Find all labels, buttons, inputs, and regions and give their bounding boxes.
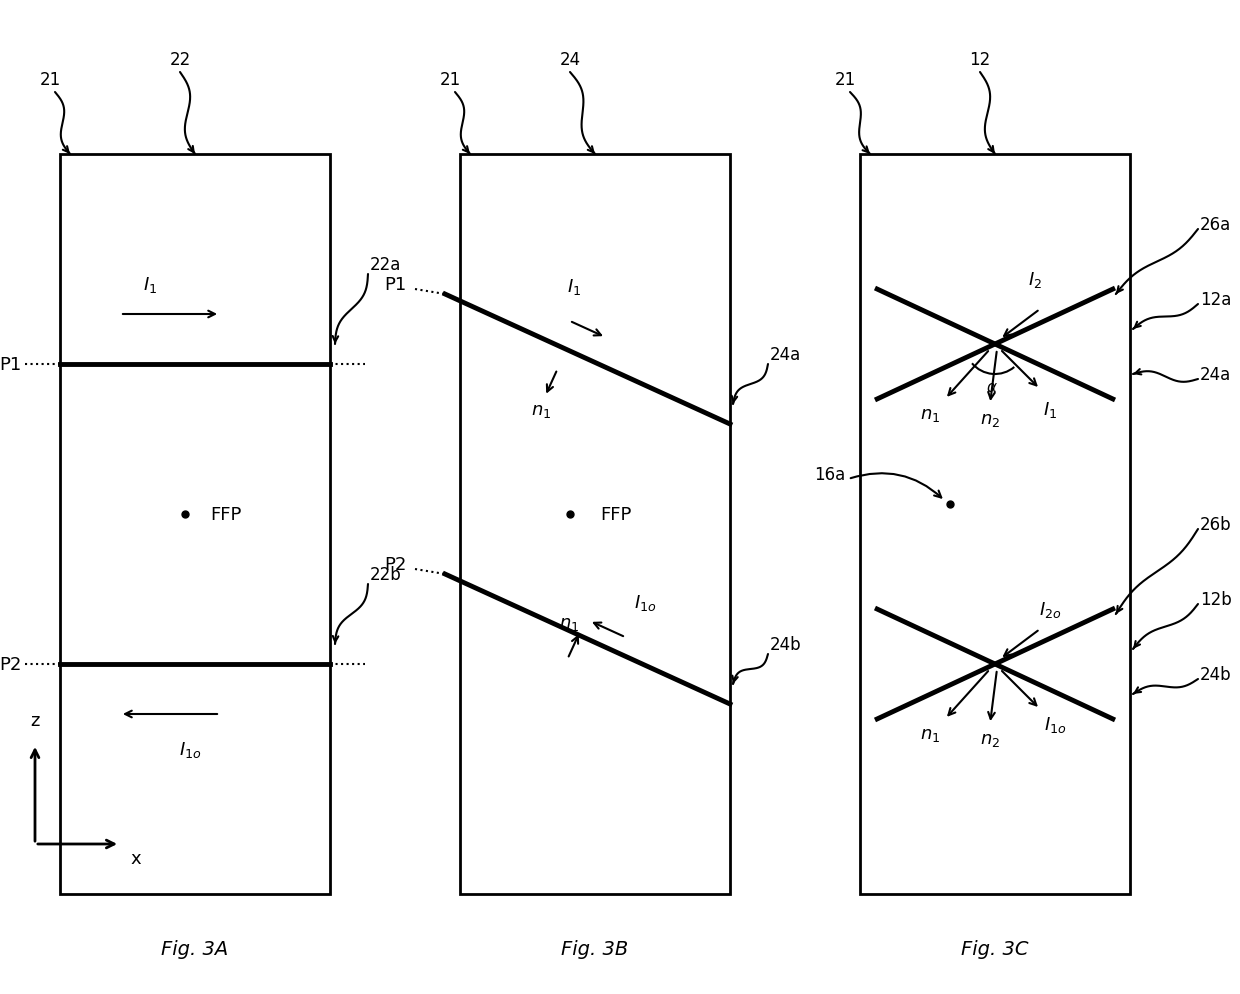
Bar: [60, 155, 330, 894]
Text: $I_1$: $I_1$: [567, 276, 582, 296]
Text: P1: P1: [0, 356, 21, 374]
Text: P2: P2: [0, 655, 21, 673]
Text: z: z: [30, 712, 40, 730]
Text: Fig. 3B: Fig. 3B: [562, 939, 629, 958]
Text: $I_1$: $I_1$: [143, 274, 157, 294]
Text: P1: P1: [384, 275, 407, 293]
Text: 21: 21: [40, 71, 61, 88]
Text: $I_2$: $I_2$: [1028, 269, 1042, 289]
Text: 12: 12: [970, 51, 991, 69]
Text: $I_{1o}$: $I_{1o}$: [179, 740, 201, 759]
Text: 26b: 26b: [1200, 516, 1231, 534]
Text: 12b: 12b: [1200, 590, 1231, 608]
Text: $n_1$: $n_1$: [920, 406, 940, 423]
Text: 22: 22: [170, 51, 191, 69]
Text: 12a: 12a: [1200, 290, 1231, 309]
Text: Fig. 3A: Fig. 3A: [161, 939, 228, 958]
Text: 16a: 16a: [813, 465, 844, 483]
Text: $I_{2o}$: $I_{2o}$: [1039, 599, 1061, 619]
Text: 21: 21: [835, 71, 856, 88]
Text: 22b: 22b: [370, 566, 402, 583]
Text: $n_1$: $n_1$: [559, 614, 579, 632]
Text: 24a: 24a: [1200, 366, 1231, 384]
Text: 26a: 26a: [1200, 216, 1231, 234]
Text: $I_{1o}$: $I_{1o}$: [635, 592, 657, 612]
Bar: [460, 155, 730, 894]
Text: 24b: 24b: [1200, 665, 1231, 683]
Text: $n_1$: $n_1$: [531, 402, 551, 420]
Text: FFP: FFP: [600, 506, 631, 524]
Text: 24b: 24b: [770, 635, 801, 653]
Text: $\alpha$: $\alpha$: [986, 380, 998, 395]
Text: x: x: [130, 849, 140, 867]
Text: Fig. 3C: Fig. 3C: [961, 939, 1029, 958]
Text: $n_2$: $n_2$: [980, 731, 1001, 748]
Text: 21: 21: [439, 71, 460, 88]
Text: $I_{1o}$: $I_{1o}$: [1044, 715, 1066, 735]
Text: 22a: 22a: [370, 255, 402, 273]
Text: $I_1$: $I_1$: [1043, 400, 1056, 419]
Text: 24a: 24a: [770, 346, 801, 364]
Bar: [861, 155, 1130, 894]
Text: 24: 24: [559, 51, 580, 69]
Text: FFP: FFP: [210, 506, 242, 524]
Text: $n_2$: $n_2$: [980, 411, 1001, 428]
Text: $n_1$: $n_1$: [920, 726, 940, 744]
Text: P2: P2: [384, 556, 407, 574]
